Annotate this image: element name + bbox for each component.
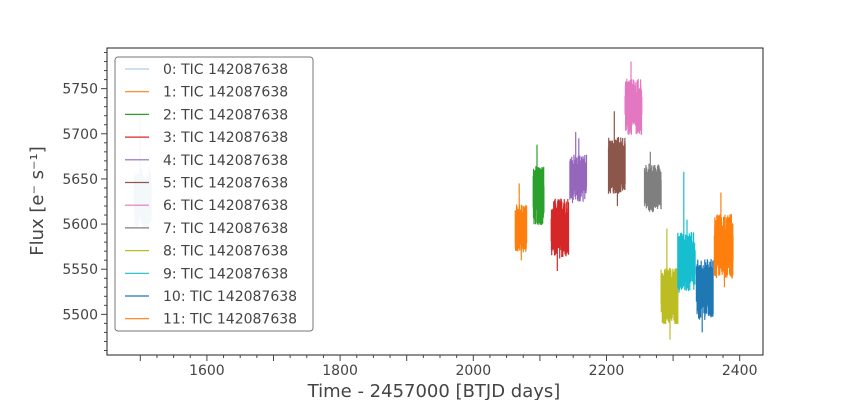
series-1 — [514, 183, 528, 261]
series-3 — [550, 198, 570, 271]
legend-entry: 9: TIC 142087638 — [163, 266, 288, 282]
x-axis-label: Time - 2457000 [BTJD days] — [307, 381, 561, 400]
legend: 0: TIC 142087638 1: TIC 142087638 2: TIC 1… — [114, 56, 314, 332]
y-axis-label: Flux [e⁻ s⁻¹] — [27, 146, 48, 256]
data-layer — [133, 61, 734, 340]
legend-entry: 4: TIC 142087638 — [163, 153, 288, 169]
y-tick-label: 5700 — [62, 127, 98, 143]
series-8 — [660, 228, 679, 340]
x-tick-label: 2200 — [589, 363, 625, 379]
legend-entry: 5: TIC 142087638 — [163, 176, 288, 192]
series-5 — [607, 111, 626, 206]
legend-entry: 1: TIC 142087638 — [163, 85, 288, 101]
x-tick-label: 1600 — [189, 363, 225, 379]
series-10 — [695, 259, 714, 333]
legend-entry: 11: TIC 142087638 — [163, 312, 297, 328]
x-axis: 1600 1800 2000 2200 2400 — [139, 355, 758, 379]
y-axis: 5500 5550 5600 5650 5700 5750 — [62, 52, 107, 351]
series-6 — [624, 61, 643, 135]
legend-entry: 10: TIC 142087638 — [163, 289, 297, 305]
legend-entry: 6: TIC 142087638 — [163, 198, 288, 214]
y-tick-label: 5750 — [62, 82, 98, 98]
legend-entry: 0: TIC 142087638 — [163, 62, 288, 78]
series-2 — [532, 144, 545, 225]
series-9 — [677, 171, 696, 293]
legend-entry: 3: TIC 142087638 — [163, 130, 288, 146]
plot-frame — [106, 47, 764, 356]
x-tick-label: 2400 — [722, 363, 758, 379]
y-tick-label: 5600 — [62, 217, 98, 233]
x-tick-label: 2000 — [455, 363, 491, 379]
y-tick-label: 5500 — [62, 307, 98, 323]
series-11 — [713, 192, 734, 288]
x-tick-label: 1800 — [322, 363, 358, 379]
series-7 — [643, 151, 662, 213]
legend-entry: 8: TIC 142087638 — [163, 244, 288, 260]
series-4 — [569, 132, 588, 204]
legend-box — [114, 56, 314, 332]
legend-entry: 7: TIC 142087638 — [163, 221, 288, 237]
y-tick-label: 5650 — [62, 172, 98, 188]
legend-entry: 2: TIC 142087638 — [163, 107, 288, 123]
y-tick-label: 5550 — [62, 262, 98, 278]
